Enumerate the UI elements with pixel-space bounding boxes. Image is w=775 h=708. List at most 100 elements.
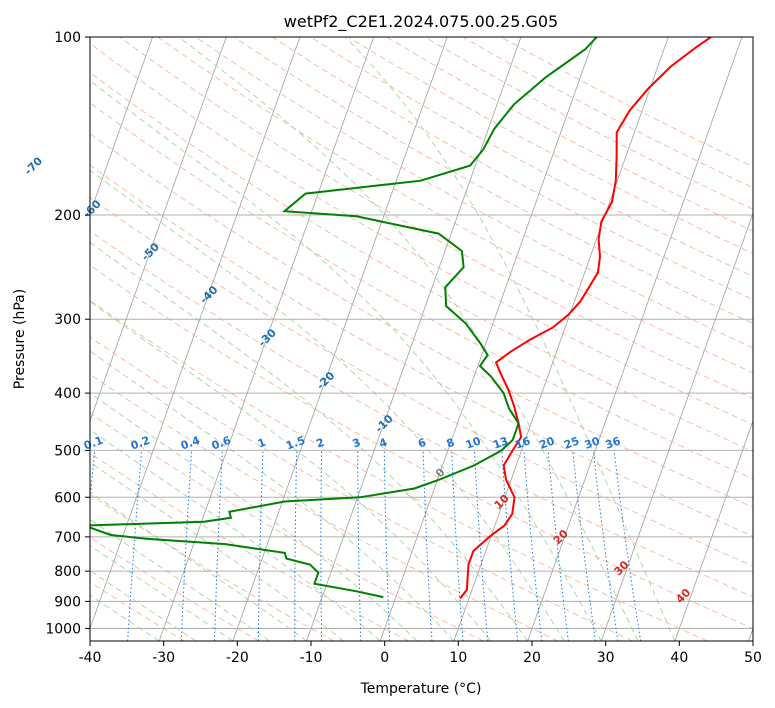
x-tick-label: -30 [152,650,175,666]
x-tick-label: 0 [380,650,389,666]
y-tick-label: 1000 [45,621,81,637]
y-axis: 100 200 300 400 500 600 700 800 900 1000 [45,30,90,637]
isotherm-label: -30 [256,326,279,349]
y-tick-label: 100 [54,30,81,46]
isotherm-line [453,37,669,641]
mixing-ratio-label: 36 [603,434,622,452]
mixing-ratio-label: 8 [445,436,457,451]
dry-adiabat-line [310,37,753,277]
mixing-ratio-lines [90,450,642,641]
isotherm-label: -60 [80,197,103,220]
y-axis-label: Pressure (hPa) [12,289,28,389]
mixing-ratio-label: 1 [256,436,268,451]
x-tick-label: 30 [597,650,615,666]
y-tick-label: 700 [54,530,81,546]
isotherm-line [600,212,753,641]
dry-adiabat-line [90,197,753,567]
pressure-grid [90,37,753,629]
moist-adiabat-lines [90,37,676,641]
isotherm-label: -50 [139,240,162,263]
dry-adiabat-line [90,412,484,641]
mixing-ratio-label: 30 [583,434,602,452]
dry-adiabat-line [195,37,753,349]
moist-adiabat-line [90,429,381,641]
dry-adiabat-lines [90,37,753,641]
x-tick-label: 50 [744,650,762,666]
dry-adiabat-line [90,536,260,641]
adiabat-label: 10 [492,492,512,512]
dry-adiabat-line [90,299,708,641]
isotherm-line [90,37,153,215]
mixing-ratio-line [294,450,298,641]
dry-adiabat-line [90,373,559,641]
plot-frame [89,36,754,642]
mixing-ratio-label: 1.5 [284,434,307,453]
dry-adiabat-line [90,164,753,537]
moist-adiabat-line [344,37,676,641]
mixing-ratio-label: 6 [416,436,428,451]
dry-adiabat-line [119,37,753,399]
dry-adiabat-line [90,42,753,426]
mixing-ratio-label: 13 [491,434,510,451]
dry-adiabat-line [90,336,633,641]
dry-adiabat-line [90,493,335,641]
isotherm-line [0,37,5,641]
dry-adiabat-line [90,264,753,629]
mixing-ratio-label: 4 [377,436,389,451]
profile-series [90,37,712,600]
isotherm-label: -70 [22,154,45,177]
moist-adiabat-line [90,169,565,641]
adiabat-label: 40 [673,586,693,606]
mixing-ratio-label: 0.4 [179,434,202,453]
mixing-ratio-line [214,450,223,641]
y-tick-label: 900 [54,594,81,610]
moist-adiabat-line [90,518,270,641]
moist-adiabat-line [90,392,418,641]
mixing-ratio-line [257,450,264,641]
isotherm-line [527,37,743,641]
dry-adiabat-line [90,72,753,452]
isotherm-line [158,37,374,641]
mixing-ratio-line [357,450,362,641]
mixing-ratio-label: 25 [562,434,581,451]
chart-title: wetPf2_C2E1.2024.075.00.25.G05 [284,12,558,32]
moist-adiabat-line [90,350,455,641]
mixing-ratio-label: 16 [513,434,532,452]
dry-adiabat-line [90,452,409,641]
y-tick-label: 300 [54,312,81,328]
mixing-ratio-line [451,450,464,641]
mixing-ratio-line [592,450,619,641]
mixing-ratio-label: 2 [315,436,327,451]
y-tick-label: 200 [54,208,81,224]
moist-adiabat-line [90,300,492,641]
mixing-ratio-label: 10 [464,434,483,452]
moist-adiabat-line [90,544,234,641]
dry-adiabat-line [157,37,753,374]
moist-adiabat-line [178,37,639,641]
temperature-line [459,37,712,600]
mixing-ratio-label: 0.1 [82,434,105,453]
x-tick-label: 20 [523,650,541,666]
mixing-ratio-label: 0.2 [129,434,152,453]
x-axis-label: Temperature (°C) [360,681,482,697]
mixing-ratio-line [547,450,569,641]
mixing-ratio-line [572,450,596,641]
mixing-ratio-line [320,450,323,641]
mixing-ratio-line [501,450,519,641]
y-tick-label: 800 [54,564,81,580]
x-tick-label: -20 [226,650,249,666]
isotherm-label: -20 [314,369,337,392]
y-tick-label: 500 [54,443,81,459]
mixing-ratio-label: 20 [538,434,557,452]
mixing-ratio-line [474,450,489,641]
isotherm-line [90,37,227,423]
moist-adiabat-line [90,241,528,641]
dewpoint-line [90,37,598,599]
mixing-ratio-label: 3 [351,436,363,451]
dry-adiabat-line [90,132,753,508]
mixing-ratio-label: 0.6 [210,434,233,453]
mixing-ratio-line [613,450,642,641]
isotherm-line [674,419,753,641]
adiabat-label: 20 [551,527,571,547]
